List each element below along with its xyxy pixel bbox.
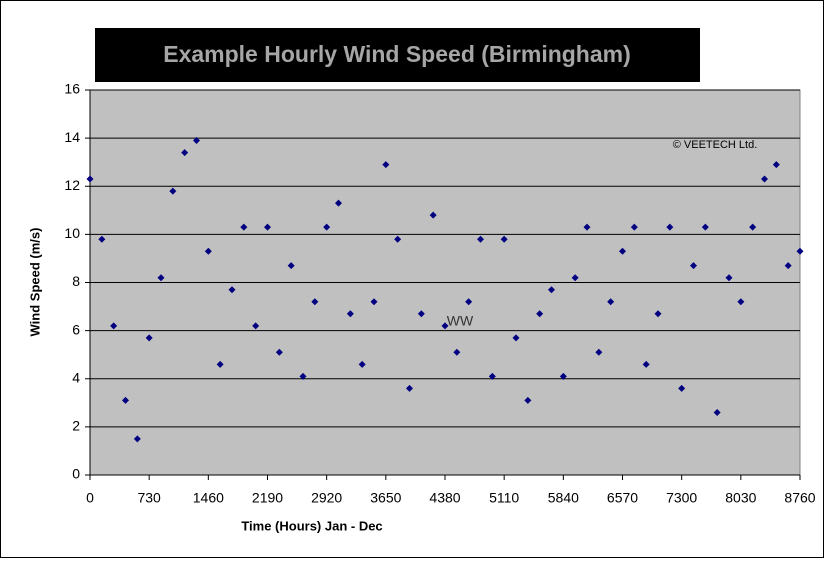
point xyxy=(311,298,319,306)
x-tick-label: 6570 xyxy=(607,490,638,506)
point xyxy=(193,137,200,145)
point xyxy=(394,235,402,243)
copyright-note: © VEETECH Ltd. xyxy=(673,139,758,151)
x-tick-label: 1460 xyxy=(193,490,224,506)
point xyxy=(500,235,508,243)
point xyxy=(654,310,662,318)
point xyxy=(796,247,804,255)
point xyxy=(548,286,555,294)
point xyxy=(559,372,567,380)
y-tick-label: 0 xyxy=(72,466,80,482)
point xyxy=(595,348,603,356)
point xyxy=(713,408,721,416)
point xyxy=(252,322,260,330)
point xyxy=(287,262,295,270)
y-axis-label: Wind Speed (m/s) xyxy=(27,228,42,337)
point xyxy=(240,223,248,231)
y-tick-label: 4 xyxy=(72,369,80,385)
point xyxy=(725,274,733,282)
point xyxy=(453,348,461,356)
point xyxy=(122,396,129,404)
point xyxy=(275,348,283,356)
y-tick-label: 14 xyxy=(64,129,80,145)
y-tick-label: 2 xyxy=(72,418,80,434)
y-tick-label: 12 xyxy=(64,177,80,193)
y-tick-label: 8 xyxy=(72,273,80,289)
x-tick-label: 2920 xyxy=(311,490,342,506)
point xyxy=(477,235,484,243)
point xyxy=(335,199,342,207)
point xyxy=(204,247,212,255)
point xyxy=(346,310,354,318)
x-tick-label: 5840 xyxy=(548,490,579,506)
point xyxy=(749,223,757,231)
point xyxy=(583,223,591,231)
x-tick-label: 8760 xyxy=(784,490,815,506)
point xyxy=(429,211,437,219)
point xyxy=(666,223,674,231)
point xyxy=(524,396,532,404)
point xyxy=(619,247,626,255)
x-tick-label: 3650 xyxy=(370,490,401,506)
point xyxy=(358,360,366,368)
x-tick-label: 7300 xyxy=(666,490,697,506)
point xyxy=(157,274,165,282)
point xyxy=(761,175,768,183)
x-tick-label: 2190 xyxy=(252,490,283,506)
point xyxy=(536,310,544,318)
y-tick-label: 10 xyxy=(64,225,80,241)
point xyxy=(299,372,307,380)
point xyxy=(228,286,236,294)
point xyxy=(701,223,709,231)
point xyxy=(98,235,106,243)
annotation: WW xyxy=(447,313,474,329)
y-tick-label: 6 xyxy=(72,321,80,337)
point xyxy=(264,223,271,231)
x-tick-label: 4380 xyxy=(429,490,460,506)
point xyxy=(607,298,615,306)
x-tick-label: 5110 xyxy=(489,490,519,506)
x-tick-label: 730 xyxy=(137,490,161,506)
point xyxy=(441,322,449,330)
point xyxy=(169,187,177,195)
x-axis-label: Time (Hours) Jan - Dec xyxy=(241,518,382,533)
point xyxy=(323,223,331,231)
point xyxy=(370,298,378,306)
point xyxy=(216,360,224,368)
point xyxy=(678,384,686,392)
point xyxy=(382,161,390,169)
point xyxy=(417,310,425,318)
point xyxy=(784,262,792,270)
point xyxy=(630,223,638,231)
point xyxy=(488,372,496,380)
point xyxy=(690,262,697,270)
x-tick-label: 8030 xyxy=(725,490,756,506)
point xyxy=(406,384,413,392)
point xyxy=(642,360,650,368)
title-box xyxy=(95,28,700,82)
point xyxy=(571,274,579,282)
point xyxy=(181,149,189,157)
point xyxy=(512,334,520,342)
point xyxy=(133,435,141,443)
chart-title: Example Hourly Wind Speed (Birmingham) xyxy=(163,41,631,67)
point xyxy=(465,298,473,306)
point xyxy=(772,161,780,169)
x-tick-label: 0 xyxy=(86,490,94,506)
point xyxy=(110,322,118,330)
y-tick-label: 16 xyxy=(64,81,80,97)
point xyxy=(737,298,745,306)
point xyxy=(145,334,153,342)
point xyxy=(86,175,94,183)
